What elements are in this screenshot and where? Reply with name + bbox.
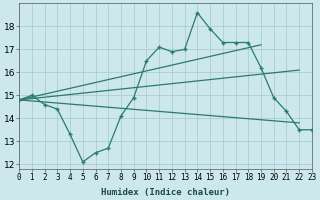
X-axis label: Humidex (Indice chaleur): Humidex (Indice chaleur) [101, 188, 230, 197]
